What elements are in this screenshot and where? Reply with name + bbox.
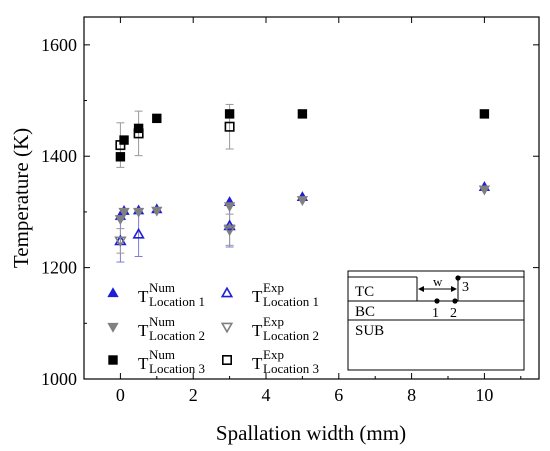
data-point-num2 [114, 215, 127, 225]
legend-marker-exp3 [222, 354, 233, 365]
data-point-num2 [151, 206, 163, 217]
inset-arrowhead-left [418, 286, 424, 292]
legend-marker-num3 [108, 355, 118, 365]
inset-label-bc: BC [355, 304, 375, 320]
x-tick-label: 0 [116, 385, 125, 405]
legend-label-exp3-sup: Exp [263, 347, 284, 362]
y-axis-label: Temperature (K) [9, 128, 33, 268]
y-tick-labels: 1000 1200 1400 1600 [41, 35, 77, 389]
legend-label-num3-base: T [138, 354, 149, 373]
inset-point-2 [452, 298, 458, 304]
legend-label-exp3-sub: Location 3 [263, 361, 319, 376]
data-point-exp2 [223, 225, 236, 237]
data-points [114, 109, 491, 248]
legend-label-exp1-base: T [252, 287, 263, 306]
legend-label-exp2-sub: Location 2 [263, 328, 319, 343]
data-point-exp3 [115, 140, 126, 151]
inset-point-3 [455, 275, 461, 281]
inset-label-w: w [433, 274, 443, 289]
inset-point-1 [434, 298, 440, 304]
data-point-num2 [223, 202, 236, 213]
y-tick-label: 1400 [41, 146, 77, 166]
inset-label-1: 1 [432, 306, 439, 321]
legend-label-num2-sub: Location 2 [149, 328, 205, 343]
data-point-exp1 [223, 219, 236, 231]
x-tick-label: 4 [262, 385, 271, 405]
inset-label-2: 2 [450, 306, 457, 321]
x-tick-labels: 0 2 4 6 8 10 [116, 385, 493, 405]
x-tick-label: 10 [475, 385, 493, 405]
legend-marker-num1 [107, 287, 119, 298]
data-point-num2 [296, 196, 309, 207]
data-point-num3 [152, 113, 162, 124]
x-tick-label: 8 [407, 385, 416, 405]
legend-marker-exp2 [220, 322, 234, 334]
legend-label-num2-base: T [138, 321, 149, 340]
legend-marker-num2 [107, 322, 119, 333]
legend-label-num1-sub: Location 1 [149, 294, 205, 309]
x-tick-label: 2 [189, 385, 198, 405]
x-axis-label: Spallation width (mm) [216, 421, 406, 445]
legend-label-num3-sup: Num [149, 347, 175, 362]
inset-arrowhead-right [451, 286, 457, 292]
legend-label-exp2-base: T [252, 321, 263, 340]
data-point-num3 [479, 109, 490, 119]
data-point-num3 [115, 152, 126, 162]
data-point-num3 [297, 109, 308, 119]
data-point-exp2 [114, 236, 127, 248]
legend-label-exp3-base: T [252, 354, 263, 373]
layer-schematic-inset: TC BC SUB w 1 2 3 [347, 270, 525, 371]
data-point-num2 [132, 207, 145, 218]
x-tick-label: 6 [334, 385, 343, 405]
data-point-exp3 [224, 121, 235, 132]
inset-label-tc: TC [355, 284, 374, 300]
legend-label-num1-base: T [138, 287, 149, 306]
data-point-num3 [224, 109, 235, 119]
legend-label-num3-sub: Location 3 [149, 361, 205, 376]
data-point-exp1 [132, 227, 145, 239]
legend-marker-exp1 [220, 286, 234, 298]
legend-label-exp1-sup: Exp [263, 280, 284, 295]
legend-label-num2-sup: Num [149, 314, 175, 329]
axis-ticks [83, 17, 539, 380]
legend-label-exp1-sub: Location 1 [263, 294, 319, 309]
data-point-num2 [118, 207, 130, 218]
plot-frame [83, 16, 540, 380]
y-tick-label: 1600 [41, 35, 77, 55]
data-point-exp3 [133, 128, 144, 139]
inset-label-3: 3 [462, 280, 469, 295]
y-tick-label: 1200 [41, 258, 77, 278]
legend-label-num1-sup: Num [149, 280, 175, 295]
legend-label-exp2-sup: Exp [263, 314, 284, 329]
inset-label-sub: SUB [355, 323, 384, 339]
data-point-num3 [133, 123, 144, 134]
y-tick-label: 1000 [41, 369, 77, 389]
data-point-num2 [478, 185, 491, 196]
